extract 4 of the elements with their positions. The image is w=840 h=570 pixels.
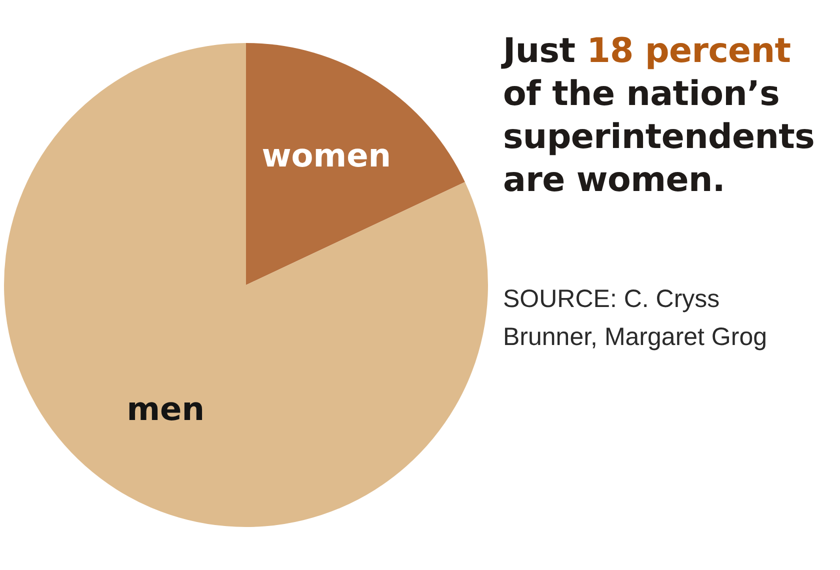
slice-label: women xyxy=(262,136,392,175)
source-note: SOURCE: C. Cryss Brunner, Margaret Grog xyxy=(503,284,768,353)
text: Just 18 percent of the nation’s superintendents are women. xyxy=(503,30,816,202)
slice-label: men xyxy=(126,390,205,428)
